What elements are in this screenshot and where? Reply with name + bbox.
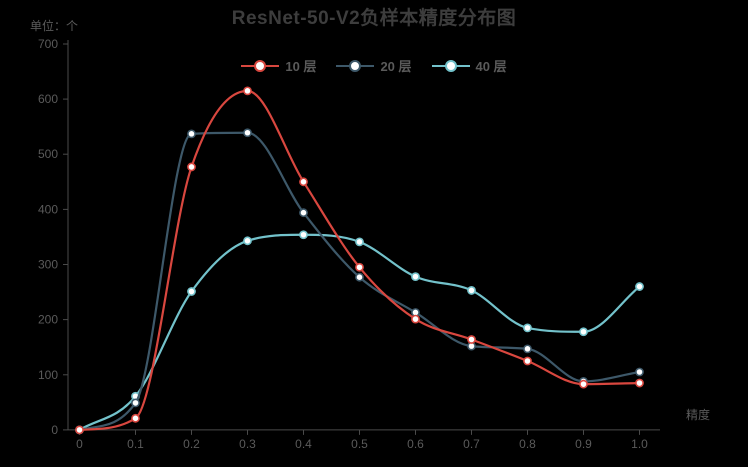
svg-text:0.5: 0.5	[351, 437, 368, 451]
svg-text:300: 300	[38, 258, 58, 272]
svg-text:0.4: 0.4	[295, 437, 312, 451]
svg-text:0: 0	[51, 423, 58, 437]
svg-text:0.2: 0.2	[183, 437, 200, 451]
svg-text:1.0: 1.0	[631, 437, 648, 451]
svg-text:0.3: 0.3	[239, 437, 256, 451]
svg-text:0.8: 0.8	[519, 437, 536, 451]
svg-text:0: 0	[76, 437, 83, 451]
svg-text:0.7: 0.7	[463, 437, 480, 451]
svg-text:500: 500	[38, 147, 58, 161]
svg-text:400: 400	[38, 202, 58, 216]
svg-text:700: 700	[38, 37, 58, 51]
svg-text:0.6: 0.6	[407, 437, 424, 451]
svg-text:0.9: 0.9	[575, 437, 592, 451]
svg-text:0.1: 0.1	[127, 437, 144, 451]
svg-text:100: 100	[38, 368, 58, 382]
svg-text:600: 600	[38, 92, 58, 106]
svg-text:200: 200	[38, 313, 58, 327]
